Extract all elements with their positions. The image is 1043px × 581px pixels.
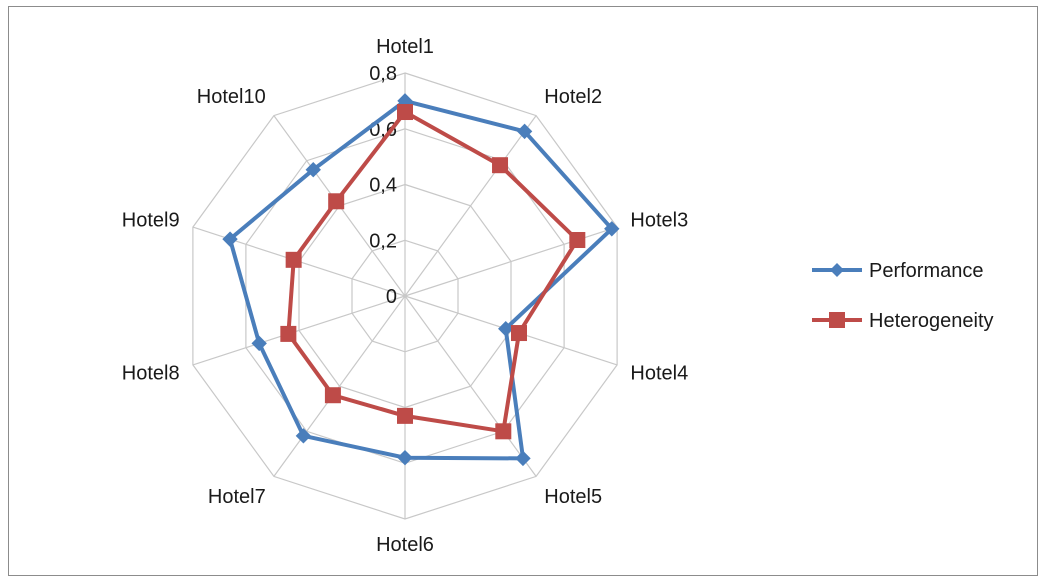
data-point-performance-hotel10: [305, 162, 321, 178]
tick-label: 0: [386, 286, 397, 308]
category-label-hotel3: Hotel3: [630, 210, 688, 232]
data-point-heterogeneity-hotel10: [328, 193, 345, 210]
legend-marker-heterogeneity: [829, 312, 845, 328]
data-point-heterogeneity-hotel9: [285, 251, 302, 268]
category-label-hotel7: Hotel7: [208, 486, 266, 508]
series-layer: [222, 93, 620, 467]
legend: Performance Heterogeneity: [812, 260, 994, 332]
data-point-heterogeneity-hotel3: [569, 232, 586, 249]
category-label-hotel9: Hotel9: [122, 210, 180, 232]
data-point-heterogeneity-hotel2: [492, 157, 509, 174]
category-label-hotel8: Hotel8: [122, 362, 180, 384]
data-point-performance-hotel9: [222, 231, 238, 247]
tick-label: 0,2: [369, 230, 397, 252]
data-point-performance-hotel5: [515, 450, 531, 467]
spoke-hotel2: [404, 115, 537, 297]
data-point-performance-hotel4: [498, 321, 514, 337]
category-label-hotel5: Hotel5: [544, 486, 602, 508]
spoke-hotel7: [273, 295, 406, 477]
spoke-hotel5: [404, 295, 537, 477]
data-point-heterogeneity-hotel4: [510, 325, 527, 342]
category-label-hotel1: Hotel1: [376, 36, 434, 58]
data-point-heterogeneity-hotel1: [397, 104, 413, 121]
tick-label: 0,8: [369, 63, 397, 85]
category-label-hotel2: Hotel2: [544, 86, 602, 108]
category-label-hotel4: Hotel4: [630, 362, 688, 384]
category-labels: Hotel1 Hotel2 Hotel3 Hotel4 Hotel5 Hotel6 Hote…: [122, 36, 688, 556]
data-point-heterogeneity-hotel7: [324, 387, 341, 404]
category-label-hotel10: Hotel10: [197, 86, 266, 108]
tick-labels: 00,20,40,60,8: [369, 63, 397, 308]
spoke-hotel8: [192, 295, 406, 366]
data-point-heterogeneity-hotel8: [280, 325, 297, 342]
tick-label: 0,4: [369, 175, 397, 197]
data-point-performance-hotel8: [251, 335, 267, 352]
category-label-hotel6: Hotel6: [376, 534, 434, 556]
data-point-performance-hotel2: [516, 123, 533, 140]
data-point-heterogeneity-hotel5: [495, 423, 512, 440]
data-point-performance-hotel6: [397, 449, 413, 466]
data-point-performance-hotel3: [604, 221, 620, 237]
data-point-heterogeneity-hotel6: [397, 407, 413, 424]
legend-marker-performance: [830, 263, 844, 277]
legend-label-performance: Performance: [869, 260, 984, 282]
legend-label-heterogeneity: Heterogeneity: [869, 310, 994, 332]
data-point-performance-hotel7: [295, 428, 312, 444]
